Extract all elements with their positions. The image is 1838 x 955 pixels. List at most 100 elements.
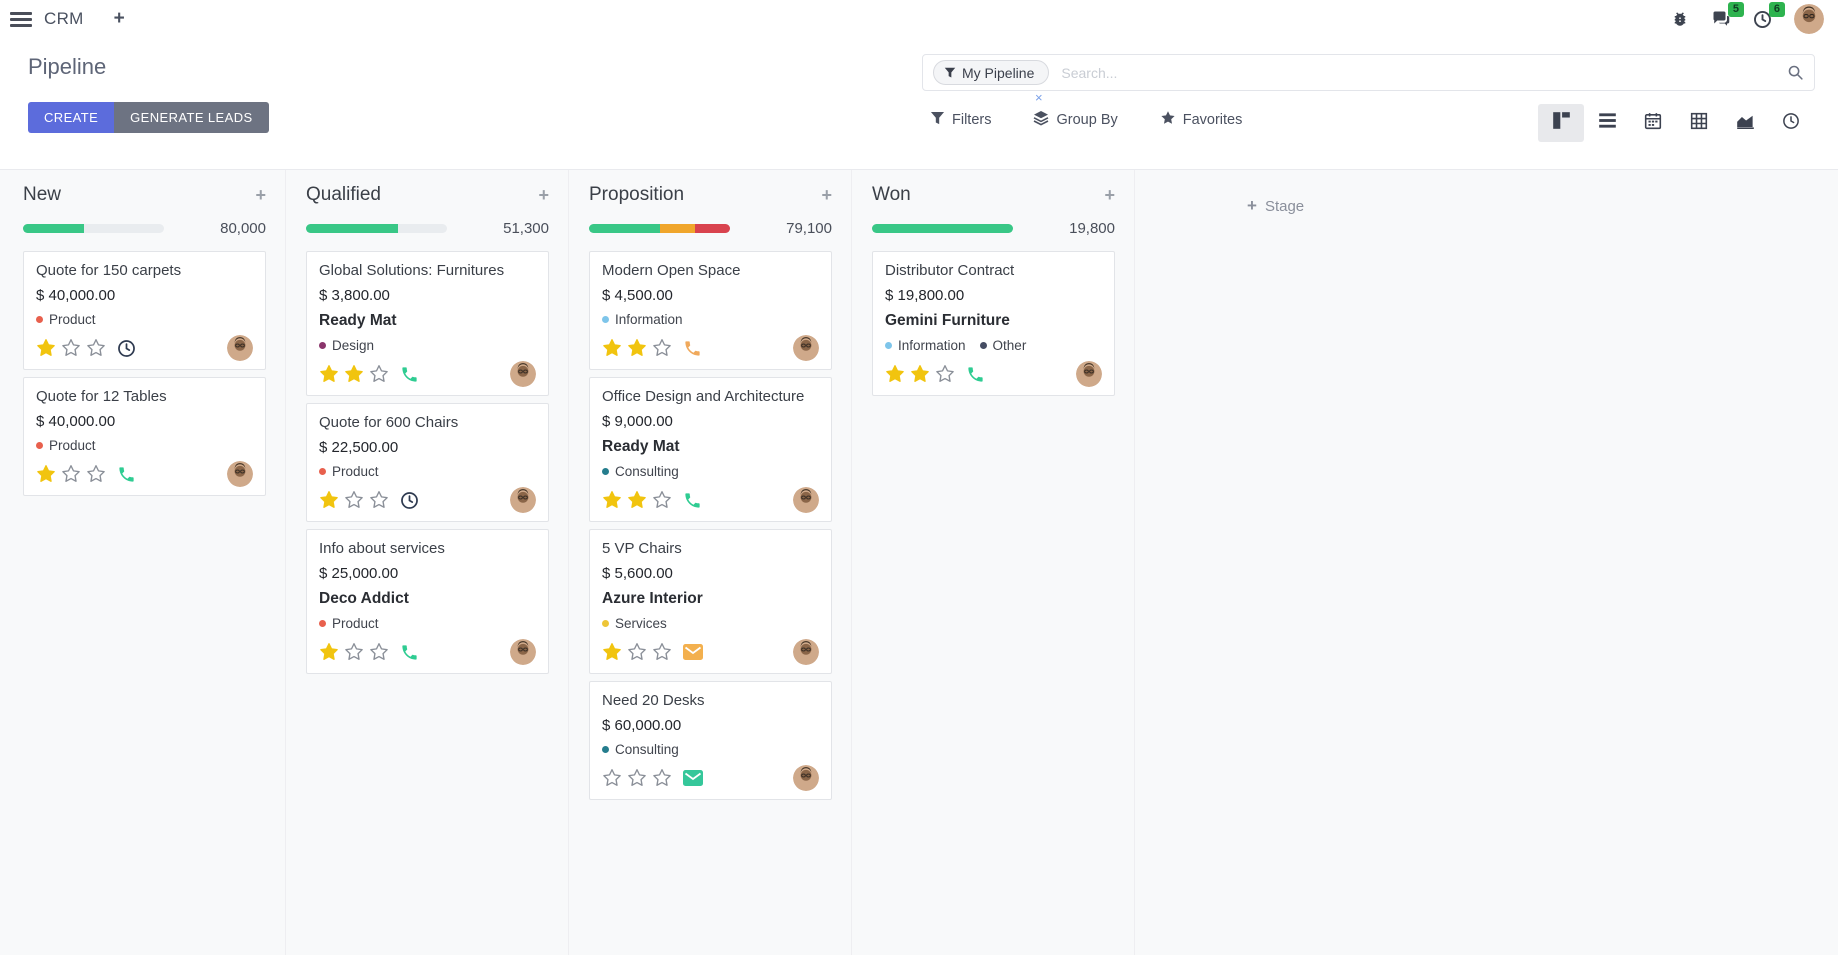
search-bar[interactable]: My Pipeline × Search... (922, 54, 1815, 105)
star-empty-icon[interactable] (369, 642, 389, 662)
quick-add-icon[interactable]: + (1104, 185, 1115, 205)
apps-menu-icon[interactable] (10, 11, 32, 27)
star-empty-icon[interactable] (627, 642, 647, 662)
star-empty-icon[interactable] (627, 768, 647, 788)
progress-segment[interactable] (23, 224, 84, 233)
star-empty-icon[interactable] (86, 338, 106, 358)
group-by-menu[interactable]: Group By (1033, 110, 1118, 130)
debug-bug-icon[interactable] (1671, 10, 1689, 28)
progress-segment[interactable] (589, 224, 660, 233)
kanban-card[interactable]: Quote for 600 Chairs $ 22,500.00 Product (306, 403, 549, 522)
phone-icon[interactable] (117, 465, 136, 484)
column-progressbar[interactable] (306, 224, 447, 233)
filters-menu[interactable]: Filters (930, 110, 991, 130)
kanban-card[interactable]: Modern Open Space $ 4,500.00 Information (589, 251, 832, 370)
view-switch-calendar[interactable] (1630, 104, 1676, 142)
new-tab-icon[interactable]: + (113, 8, 125, 29)
kanban-card[interactable]: Quote for 12 Tables $ 40,000.00 Product (23, 377, 266, 496)
star-filled-icon[interactable] (36, 338, 56, 358)
column-title[interactable]: New (23, 184, 62, 205)
view-switch-kanban[interactable] (1538, 104, 1584, 142)
kanban-card[interactable]: Global Solutions: Furnitures $ 3,800.00 … (306, 251, 549, 396)
quick-add-icon[interactable]: + (821, 185, 832, 205)
star-empty-icon[interactable] (652, 768, 672, 788)
quick-add-icon[interactable]: + (538, 185, 549, 205)
star-empty-icon[interactable] (935, 364, 955, 384)
star-empty-icon[interactable] (652, 338, 672, 358)
salesperson-avatar[interactable] (510, 361, 536, 387)
column-title[interactable]: Proposition (589, 184, 685, 205)
star-filled-icon[interactable] (602, 490, 622, 510)
kanban-card[interactable]: Distributor Contract $ 19,800.00 Gemini … (872, 251, 1115, 396)
salesperson-avatar[interactable] (510, 639, 536, 665)
star-filled-icon[interactable] (319, 490, 339, 510)
phone-icon[interactable] (966, 365, 985, 384)
create-button[interactable]: CREATE (28, 102, 115, 133)
star-filled-icon[interactable] (627, 338, 647, 358)
clock-icon[interactable] (117, 339, 136, 358)
progress-segment[interactable] (872, 224, 1013, 233)
salesperson-avatar[interactable] (793, 639, 819, 665)
phone-icon[interactable] (400, 643, 419, 662)
quick-add-icon[interactable]: + (255, 185, 266, 205)
envelope-icon[interactable] (683, 644, 703, 660)
user-avatar[interactable] (1794, 4, 1824, 34)
search-icon[interactable] (1787, 64, 1804, 81)
star-empty-icon[interactable] (86, 464, 106, 484)
messages-systray[interactable]: 5 (1711, 2, 1744, 28)
view-switch-activity[interactable] (1768, 104, 1814, 142)
phone-icon[interactable] (400, 365, 419, 384)
phone-icon[interactable] (683, 491, 702, 510)
star-filled-icon[interactable] (602, 642, 622, 662)
star-filled-icon[interactable] (319, 642, 339, 662)
salesperson-avatar[interactable] (793, 487, 819, 513)
generate-leads-button[interactable]: GENERATE LEADS (114, 102, 269, 133)
column-progressbar[interactable] (23, 224, 164, 233)
star-filled-icon[interactable] (885, 364, 905, 384)
kanban-card[interactable]: Need 20 Desks $ 60,000.00 Consulting (589, 681, 832, 800)
star-filled-icon[interactable] (36, 464, 56, 484)
clock-icon[interactable] (400, 491, 419, 510)
star-filled-icon[interactable] (910, 364, 930, 384)
salesperson-avatar[interactable] (793, 335, 819, 361)
view-switch-graph[interactable] (1722, 104, 1768, 142)
kanban-card[interactable]: Quote for 150 carpets $ 40,000.00 Produc… (23, 251, 266, 370)
progress-segment[interactable] (694, 224, 730, 233)
app-name[interactable]: CRM (44, 9, 84, 28)
column-progressbar[interactable] (872, 224, 1013, 233)
kanban-card[interactable]: 5 VP Chairs $ 5,600.00 Azure Interior Se… (589, 529, 832, 674)
star-filled-icon[interactable] (602, 338, 622, 358)
progress-segment[interactable] (306, 224, 398, 233)
star-empty-icon[interactable] (369, 364, 389, 384)
star-empty-icon[interactable] (344, 642, 364, 662)
star-filled-icon[interactable] (344, 364, 364, 384)
star-empty-icon[interactable] (61, 338, 81, 358)
kanban-card[interactable]: Office Design and Architecture $ 9,000.0… (589, 377, 832, 522)
column-title[interactable]: Won (872, 184, 911, 205)
view-switch-pivot[interactable] (1676, 104, 1722, 142)
salesperson-avatar[interactable] (227, 461, 253, 487)
favorites-menu[interactable]: Favorites (1160, 110, 1242, 130)
star-filled-icon[interactable] (627, 490, 647, 510)
envelope-icon[interactable] (683, 770, 703, 786)
star-empty-icon[interactable] (344, 490, 364, 510)
search-input[interactable]: Search... (1061, 64, 1118, 81)
star-empty-icon[interactable] (652, 490, 672, 510)
column-title[interactable]: Qualified (306, 184, 381, 205)
star-empty-icon[interactable] (369, 490, 389, 510)
progress-segment[interactable] (659, 224, 695, 233)
salesperson-avatar[interactable] (793, 765, 819, 791)
kanban-card[interactable]: Info about services $ 25,000.00 Deco Add… (306, 529, 549, 674)
add-stage-button[interactable]: + Stage (1247, 196, 1304, 216)
salesperson-avatar[interactable] (227, 335, 253, 361)
star-empty-icon[interactable] (602, 768, 622, 788)
star-filled-icon[interactable] (319, 364, 339, 384)
star-empty-icon[interactable] (652, 642, 672, 662)
phone-icon[interactable] (683, 339, 702, 358)
view-switch-list[interactable] (1584, 104, 1630, 142)
column-progressbar[interactable] (589, 224, 730, 233)
facet-remove-icon[interactable]: × (1035, 90, 1043, 105)
search-facet-my-pipeline[interactable]: My Pipeline (933, 60, 1050, 85)
star-empty-icon[interactable] (61, 464, 81, 484)
salesperson-avatar[interactable] (1076, 361, 1102, 387)
